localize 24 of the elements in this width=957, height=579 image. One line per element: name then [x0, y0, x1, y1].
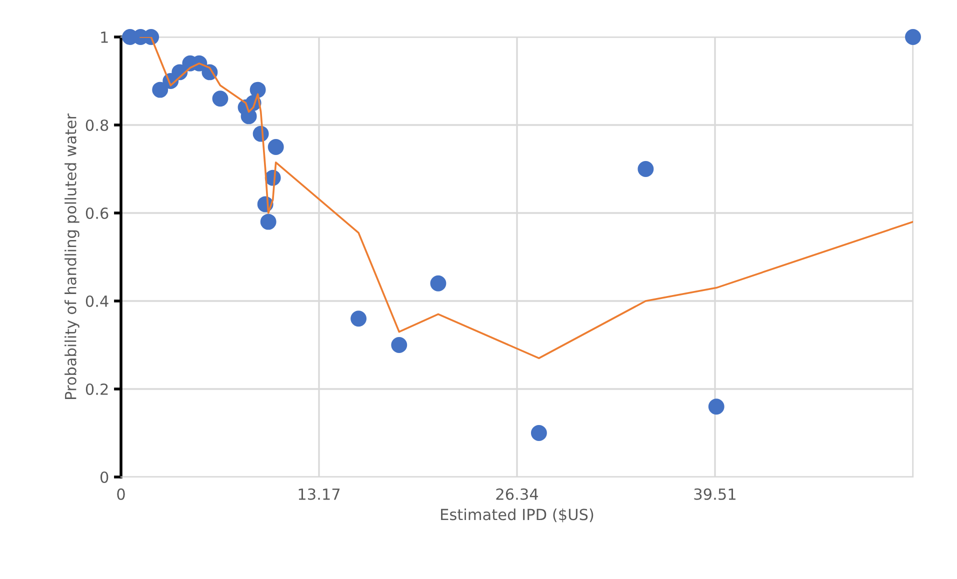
- x-tick-label: 0: [117, 488, 125, 500]
- point: [530, 425, 547, 441]
- y-axis-title: Probability of handling polluted water: [64, 113, 80, 400]
- point: [430, 275, 446, 292]
- x-tick-label: 39.51: [694, 488, 736, 500]
- point: [250, 82, 266, 98]
- point: [708, 398, 724, 415]
- x-tick-label: 13.17: [298, 488, 340, 500]
- point: [212, 90, 228, 107]
- point: [391, 337, 408, 353]
- y-tick-label: 0.8: [86, 119, 108, 132]
- x-tick-label: 26.34: [496, 488, 538, 500]
- point: [350, 310, 367, 327]
- y-tick-label: 0: [100, 471, 108, 484]
- point: [638, 161, 654, 177]
- y-tick-label: 0.2: [86, 383, 108, 396]
- y-tick-label: 0.4: [86, 295, 108, 308]
- y-tick-label: 1: [101, 32, 108, 43]
- point: [152, 82, 168, 98]
- x-axis-title: Estimated IPD ($US): [441, 508, 594, 522]
- point: [268, 139, 284, 155]
- point: [905, 29, 921, 45]
- point: [260, 214, 276, 230]
- y-tick-label: 0.6: [86, 207, 108, 220]
